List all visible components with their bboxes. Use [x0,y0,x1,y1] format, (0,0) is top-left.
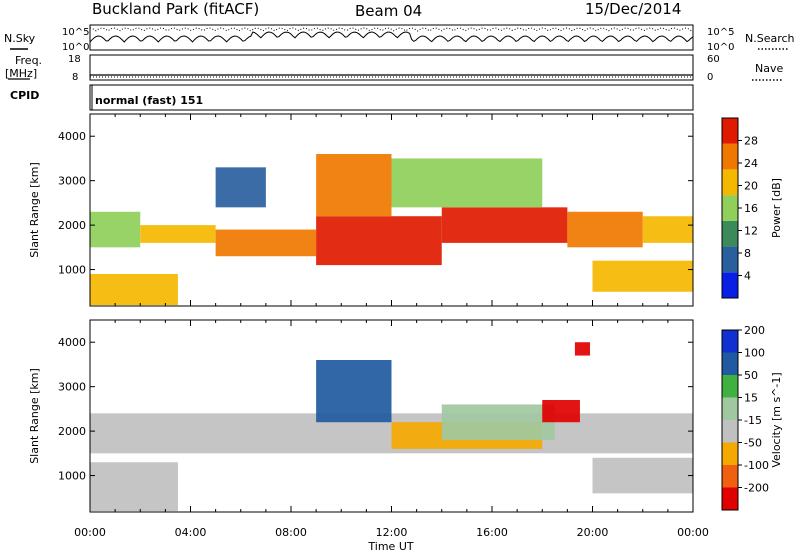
date-title: 15/Dec/2014 [585,0,681,18]
count-panel [89,24,694,51]
colorbar-swatch-1-7 [722,330,738,353]
colorbar-tick-label-1-3: -15 [744,414,762,427]
velocity-colorbar: -200 -100 -50 -15 15 50 100 200 [721,324,769,511]
colorbar-tick-label-0-6: 28 [744,135,758,148]
power-panel: 1000 2000 3000 4000 [58,113,694,307]
colorbar-tick-label-0-5: 24 [744,157,758,170]
y-tick-label-1-1: 2000 [58,425,86,438]
nsearch-series-line [89,27,694,32]
nave-label: Nave [755,62,783,75]
colorbar-swatch-0-6 [722,118,738,144]
colorbar-tick-label-1-5: 50 [744,369,758,382]
x-tick-label-2: 08:00 [275,526,307,539]
count-tick-bottom: 10^0 [62,42,89,53]
colorbar-tick-label-0-3: 16 [744,202,758,215]
y-tick-label-1-3: 4000 [58,336,86,349]
nave-tick-bottom: 0 [707,72,713,83]
colorbar-tick-label-1-0: -200 [744,482,769,495]
freq-tick-top: 18 [68,54,81,65]
colorbar-swatch-0-5 [722,143,738,170]
colorbar-tick-label-1-2: -50 [744,437,762,450]
nsky-label: N.Sky [4,32,36,45]
freq-tick-bottom: 8 [72,72,78,83]
x-tick-label-4: 16:00 [476,526,508,539]
data-band-1-3 [316,360,392,423]
data-band-0-7 [90,274,178,306]
freq-label-line2: [MHz] [5,67,37,80]
colorbar-swatch-1-4 [722,397,738,420]
data-band-0-10 [391,158,543,208]
x-tick-label-3: 12:00 [376,526,408,539]
station-title: Buckland Park (fitACF) [92,0,259,18]
colorbar-swatch-1-2 [722,442,738,465]
colorbar-swatch-1-5 [722,375,738,398]
x-tick-label-6: 00:00 [677,526,709,539]
velocity-ylabel: Slant Range [km] [28,368,41,464]
nsearch-label: N.Search [745,32,795,45]
data-band-0-11 [215,167,266,208]
velocity-colorbar-label: Velocity [m s^-1] [770,372,783,467]
data-band-0-5 [567,211,643,248]
colorbar-tick-label-0-4: 20 [744,180,758,193]
data-band-1-6 [542,400,580,423]
colorbar-tick-label-1-6: 100 [744,347,765,360]
data-band-0-1 [140,225,216,243]
cpid-panel [89,84,694,111]
y-tick-label-0-3: 4000 [58,130,86,143]
cpid-label: CPID [10,89,39,102]
colorbar-swatch-0-4 [722,169,738,196]
y-tick-label-1-2: 3000 [58,381,86,394]
colorbar-tick-label-0-1: 8 [744,247,751,260]
count-tick-top-right: 10^5 [707,27,734,38]
colorbar-swatch-1-1 [722,465,738,488]
nsky-series-line [89,31,694,43]
colorbar-tick-label-1-1: -100 [744,459,769,472]
power-colorbar-label: Power [dB] [770,178,783,238]
velocity-panel: 1000 2000 3000 4000 00:00 04:00 08:00 12:00 16:0… [58,319,709,539]
x-tick-label-1: 04:00 [175,526,207,539]
data-band-0-8 [592,260,693,292]
freq-label-line1: Freq. [15,54,42,67]
power-ylabel: Slant Range [km] [28,162,41,258]
colorbar-tick-label-0-0: 4 [744,270,751,283]
colorbar-swatch-0-1 [722,246,738,273]
data-band-0-4 [441,207,568,243]
colorbar-swatch-1-6 [722,352,738,375]
colorbar-tick-label-1-4: 15 [744,392,758,405]
power-colorbar: 4 8 12 16 20 24 28 [721,117,758,299]
colorbar-swatch-1-0 [722,487,738,510]
data-band-0-9 [316,154,392,217]
colorbar-tick-label-0-2: 12 [744,225,758,238]
data-band-1-7 [574,342,590,356]
y-tick-label-0-1: 2000 [58,219,86,232]
time-axis-label: Time UT [367,540,413,553]
nave-tick-top: 60 [707,54,720,65]
data-band-1-1 [90,462,178,512]
colorbar-swatch-1-3 [722,420,738,443]
y-tick-label-1-0: 1000 [58,470,86,483]
y-tick-label-0-0: 1000 [58,264,86,277]
colorbar-tick-label-1-7: 200 [744,324,765,337]
data-band-0-3 [316,216,442,266]
data-band-0-6 [642,216,693,243]
data-band-1-2 [592,457,693,494]
x-tick-label-0: 00:00 [74,526,106,539]
data-band-1-5 [441,404,555,440]
beam-title: Beam 04 [355,2,422,20]
colorbar-swatch-0-2 [722,220,738,247]
count-tick-bottom-right: 10^0 [707,42,734,53]
data-band-0-0 [90,211,141,248]
x-tick-label-5: 20:00 [577,526,609,539]
data-band-0-2 [215,229,317,257]
y-tick-label-0-2: 3000 [58,175,86,188]
colorbar-swatch-0-0 [722,272,738,298]
count-tick-top: 10^5 [62,27,89,38]
colorbar-swatch-0-3 [722,195,738,221]
cpid-text: normal (fast) 151 [95,94,203,107]
freq-panel [89,54,694,81]
